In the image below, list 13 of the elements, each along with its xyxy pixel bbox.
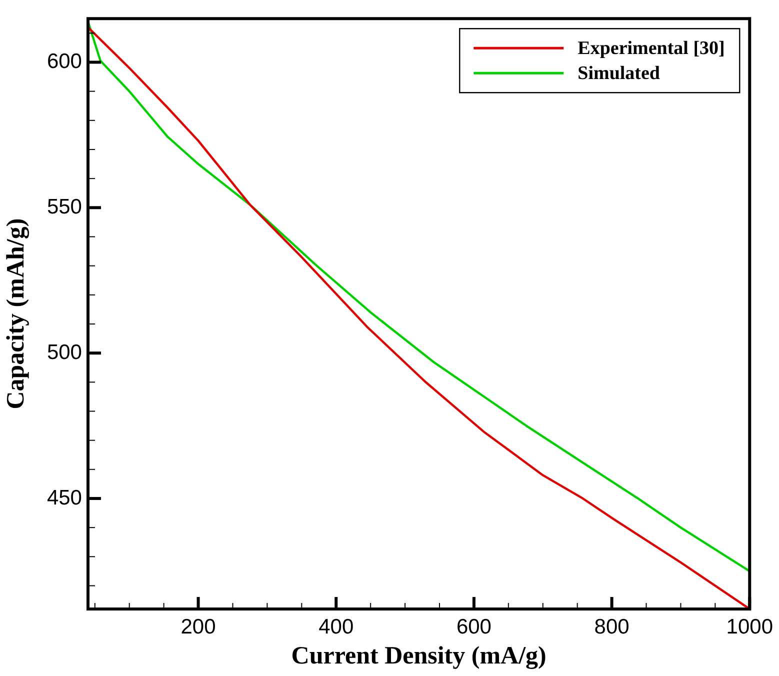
- y-tick-label: 450: [46, 486, 82, 510]
- x-tick-label: 1000: [726, 615, 773, 638]
- x-tick-label: 400: [318, 615, 354, 638]
- legend-label: Simulated: [578, 63, 660, 84]
- y-tick-label: 600: [46, 50, 82, 74]
- x-tick-label: 800: [594, 615, 630, 638]
- y-tick-label: 550: [46, 195, 82, 218]
- x-tick-label: 200: [180, 615, 216, 638]
- legend-label: Experimental [30]: [578, 38, 725, 60]
- y-tick-label: 500: [46, 340, 82, 364]
- x-tick-label: 600: [456, 615, 492, 638]
- y-axis-title: Capacity (mAh/g): [2, 218, 30, 410]
- x-axis-title: Current Density (mA/g): [291, 642, 546, 670]
